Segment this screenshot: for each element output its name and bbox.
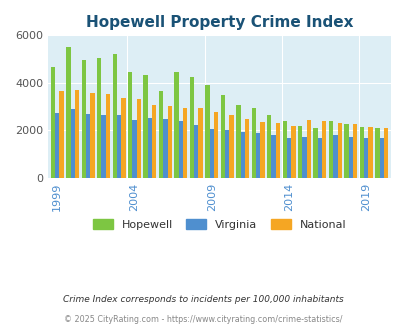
Bar: [190, 77, 194, 178]
Bar: [275, 123, 279, 178]
Bar: [117, 115, 121, 178]
Bar: [198, 108, 202, 178]
Bar: [313, 128, 317, 178]
Bar: [158, 91, 163, 178]
Bar: [266, 115, 271, 178]
Bar: [213, 112, 218, 178]
Bar: [167, 106, 171, 178]
Bar: [343, 124, 348, 178]
Bar: [352, 124, 356, 178]
Bar: [229, 115, 233, 178]
Bar: [147, 118, 152, 178]
Bar: [132, 119, 136, 178]
Bar: [66, 47, 70, 178]
Bar: [367, 127, 372, 178]
Bar: [328, 121, 333, 178]
Bar: [209, 129, 213, 178]
Bar: [75, 90, 79, 178]
Bar: [244, 119, 249, 178]
Bar: [337, 123, 341, 178]
Bar: [359, 127, 363, 178]
Bar: [374, 128, 379, 178]
Bar: [178, 121, 183, 178]
Bar: [240, 132, 244, 178]
Bar: [136, 99, 141, 178]
Bar: [128, 72, 132, 178]
Bar: [251, 108, 255, 178]
Bar: [290, 125, 295, 178]
Legend: Hopewell, Virginia, National: Hopewell, Virginia, National: [88, 215, 350, 234]
Bar: [348, 137, 352, 178]
Bar: [271, 135, 275, 178]
Bar: [121, 98, 125, 178]
Bar: [333, 135, 337, 178]
Bar: [306, 119, 310, 178]
Bar: [59, 91, 64, 178]
Bar: [70, 109, 75, 178]
Text: Crime Index corresponds to incidents per 100,000 inhabitants: Crime Index corresponds to incidents per…: [62, 295, 343, 304]
Bar: [297, 125, 302, 178]
Bar: [106, 94, 110, 178]
Bar: [220, 95, 224, 178]
Bar: [163, 119, 167, 178]
Bar: [286, 138, 290, 178]
Bar: [112, 54, 117, 178]
Bar: [224, 130, 229, 178]
Bar: [174, 72, 178, 178]
Bar: [90, 93, 94, 178]
Bar: [86, 114, 90, 178]
Bar: [101, 115, 106, 178]
Bar: [55, 113, 59, 178]
Text: © 2025 CityRating.com - https://www.cityrating.com/crime-statistics/: © 2025 CityRating.com - https://www.city…: [64, 315, 341, 324]
Bar: [302, 137, 306, 178]
Bar: [363, 138, 367, 178]
Bar: [194, 125, 198, 178]
Bar: [282, 121, 286, 178]
Bar: [152, 105, 156, 178]
Bar: [255, 133, 260, 178]
Bar: [183, 108, 187, 178]
Bar: [81, 60, 86, 178]
Bar: [143, 75, 147, 178]
Bar: [236, 105, 240, 178]
Bar: [321, 121, 326, 178]
Bar: [205, 85, 209, 178]
Title: Hopewell Property Crime Index: Hopewell Property Crime Index: [85, 15, 352, 30]
Bar: [383, 128, 387, 178]
Bar: [260, 122, 264, 178]
Bar: [317, 138, 321, 178]
Bar: [97, 58, 101, 178]
Bar: [51, 67, 55, 178]
Bar: [379, 138, 383, 178]
